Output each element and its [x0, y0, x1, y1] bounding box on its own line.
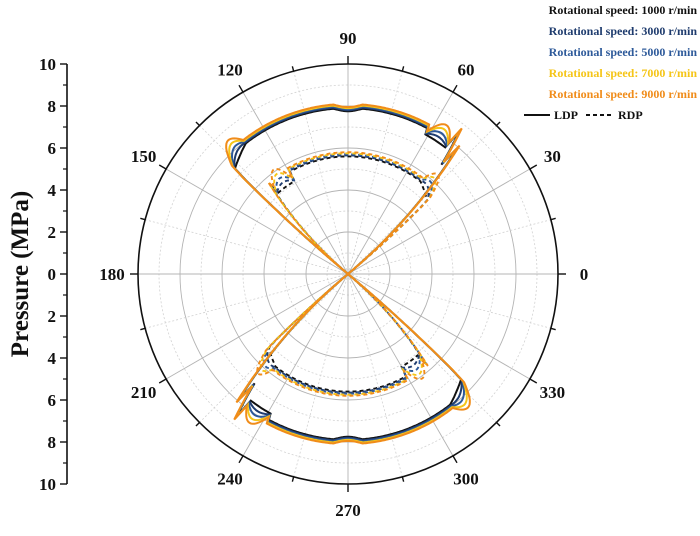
grid-spoke — [347, 219, 551, 275]
legend: Rotational speed: 1000 r/min Rotational s… — [524, 3, 697, 122]
radial-tick-label: 6 — [48, 139, 57, 158]
grid-spoke — [242, 273, 349, 457]
outer-tick — [495, 121, 501, 127]
radial-tick-label: 2 — [48, 223, 57, 242]
angle-tick-label: 270 — [335, 501, 361, 520]
grid-spoke — [165, 273, 349, 380]
legend-style-label: RDP — [618, 108, 643, 122]
outer-tick — [452, 455, 458, 464]
grid-spoke — [347, 273, 497, 423]
outer-tick — [401, 66, 405, 72]
angular-tick-labels: 0 30 60 90 120 150 180 210 240 270 300 330 — [99, 29, 588, 520]
grid-spoke — [165, 168, 349, 275]
radial-tick-label: 10 — [39, 475, 56, 494]
angle-tick-label: 60 — [458, 61, 475, 80]
outer-tick — [140, 217, 146, 221]
legend-entry: Rotational speed: 3000 r/min — [549, 24, 698, 38]
angle-tick-label: 150 — [131, 147, 157, 166]
radial-axis: 10 8 6 4 2 0 2 4 6 8 10 — [39, 55, 68, 494]
outer-tick — [238, 455, 244, 464]
angle-tick-label: 120 — [217, 61, 243, 80]
angle-tick-label: 330 — [540, 383, 566, 402]
grid-spoke — [293, 273, 349, 477]
outer-tick — [291, 476, 295, 482]
radial-tick-label: 10 — [39, 55, 56, 74]
angle-tick-label: 30 — [544, 147, 561, 166]
grid-spoke — [347, 91, 454, 275]
grid-spoke — [347, 273, 403, 477]
angle-tick-label: 300 — [453, 469, 479, 488]
angle-tick-label: 180 — [99, 265, 125, 284]
outer-tick — [529, 164, 538, 170]
angle-tick-label: 210 — [131, 383, 157, 402]
outer-tick — [401, 476, 405, 482]
grid-spoke — [347, 71, 403, 275]
series-ldp-line — [225, 103, 471, 445]
angle-tick-label: 90 — [340, 29, 357, 48]
series-group — [225, 103, 471, 445]
grid-spoke — [293, 71, 349, 275]
grid-spoke — [145, 273, 349, 329]
radial-tick-label: 8 — [48, 433, 57, 452]
outer-tick — [238, 84, 244, 93]
outer-tick — [195, 421, 201, 427]
outer-tick — [158, 378, 167, 384]
polar-frame — [130, 56, 566, 492]
outer-tick — [140, 327, 146, 331]
radial-tick-label: 4 — [48, 349, 57, 368]
outer-tick — [529, 378, 538, 384]
outer-tick — [158, 164, 167, 170]
y-axis-title: Pressure (MPa) — [7, 191, 34, 357]
legend-entry: Rotational speed: 7000 r/min — [549, 66, 698, 80]
angle-tick-label: 0 — [580, 265, 589, 284]
grid-spoke — [242, 91, 349, 275]
outer-tick — [550, 217, 556, 221]
polar-grid — [138, 64, 558, 484]
legend-style-label: LDP — [554, 108, 578, 122]
legend-entry: Rotational speed: 5000 r/min — [549, 45, 698, 59]
radial-tick-label: 0 — [48, 265, 57, 284]
radial-tick-label: 6 — [48, 391, 57, 410]
outer-tick — [291, 66, 295, 72]
grid-spoke — [347, 273, 454, 457]
legend-entry: Rotational speed: 1000 r/min — [549, 3, 698, 17]
grid-spoke — [199, 125, 349, 275]
grid-spoke — [145, 219, 349, 275]
radial-tick-label: 2 — [48, 307, 57, 326]
outer-tick — [452, 84, 458, 93]
grid-spoke — [347, 168, 531, 275]
grid-spoke — [347, 273, 531, 380]
radial-tick-label: 8 — [48, 97, 57, 116]
angle-tick-label: 240 — [217, 469, 243, 488]
legend-entry: Rotational speed: 9000 r/min — [549, 87, 698, 101]
grid-spoke — [347, 273, 551, 329]
radial-tick-label: 4 — [48, 181, 57, 200]
outer-tick — [495, 421, 501, 427]
outer-tick — [195, 121, 201, 127]
outer-tick — [550, 327, 556, 331]
